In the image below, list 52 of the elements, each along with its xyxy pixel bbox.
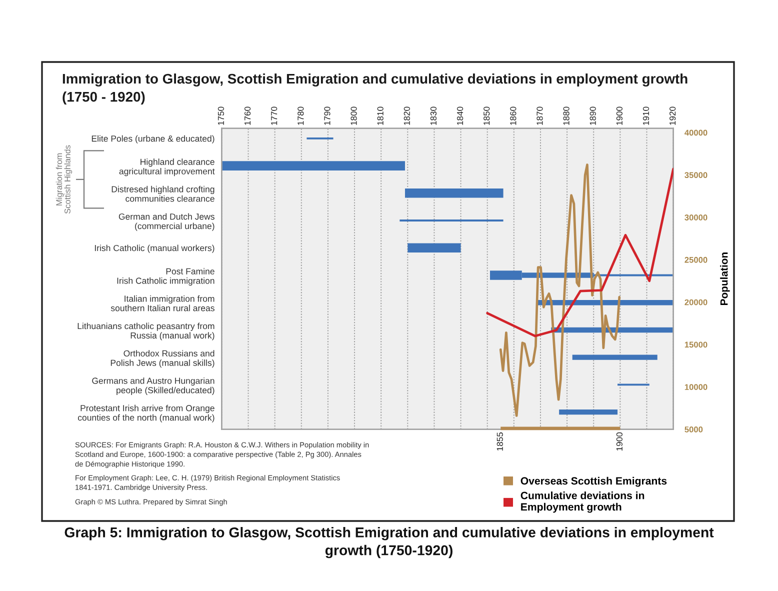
y-tick-label: Orthodox Russians and Polish Jews (manual skills)	[110, 350, 214, 368]
x-tick-label: 1810	[377, 106, 384, 125]
y-tick-label: Post Famine Irish Catholic immigration	[117, 268, 214, 286]
line-series	[499, 164, 621, 417]
y-tick-label: Elite Poles (urbane & educated)	[92, 135, 214, 144]
y-tick-label: 25000	[684, 256, 708, 263]
x-tick-label: 1850	[484, 106, 490, 125]
bar	[572, 354, 658, 360]
x-tick-label: 1770	[271, 106, 278, 125]
y-tick-label: 15000	[684, 342, 708, 348]
x-tick-label: 1900	[616, 432, 622, 451]
y-tick-label: Distresed highland crofting communities clearance	[112, 186, 214, 202]
legend-label: Cumulative deviations in Employment growth	[520, 492, 644, 513]
y-tick-label: 35000	[684, 172, 708, 178]
y-tick-label: Irish Catholic (manual workers)	[94, 244, 214, 253]
x-tick-label: 1920	[670, 106, 676, 125]
bar	[559, 409, 618, 415]
y-axis-title: Population	[720, 252, 730, 306]
x-tick-label: 1830	[430, 106, 437, 125]
bar	[408, 243, 461, 253]
x-tick-label: 1855	[496, 432, 503, 451]
y-tick-label: 40000	[684, 130, 708, 136]
x-tick-label: 1800	[350, 106, 357, 125]
x-tick-label: 1820	[404, 106, 410, 125]
bar	[404, 188, 504, 198]
text: Migration from Scottish Highlands	[56, 145, 72, 214]
x-tick-label: 1760	[244, 106, 251, 125]
line-series	[486, 168, 674, 338]
x-tick-label: 1860	[510, 106, 516, 125]
x-tick-label: 1910	[642, 106, 650, 125]
x-tick-label: 1890	[590, 106, 596, 125]
x-tick-label: 1880	[563, 106, 570, 125]
x-tick-label: 1900	[616, 106, 622, 125]
y-tick-label: Highland clearance agricultural improvement	[119, 158, 215, 176]
y-tick-label: German and Dutch Jews (commercial urbane)	[118, 213, 214, 231]
y-tick-label: Protestant Irish arrive from Orange counties of the north (manual work)	[78, 404, 214, 422]
y-tick-label: 30000	[684, 214, 708, 220]
x-tick-label: 1840	[456, 106, 464, 125]
y-tick-label: Lithuanians catholic peasantry from Russia (manual work)	[78, 322, 214, 340]
x-tick-label: 1780	[298, 106, 304, 125]
y-tick-label: 10000	[684, 384, 708, 390]
y-tick-label: Germans and Austro Hungarian people (Skilled/educated)	[92, 377, 214, 396]
y-tick-label: 20000	[684, 299, 708, 306]
y-tick-label: 5000	[684, 426, 703, 432]
x-tick-label: 1750	[218, 106, 224, 125]
bar	[222, 161, 405, 170]
x-tick-label: 1790	[324, 106, 330, 125]
y-tick-label: Italian immigration from southern Italian rural areas	[110, 295, 214, 312]
legend-label: Overseas Scottish Emigrants	[520, 476, 667, 487]
x-tick-label: 1870	[536, 106, 543, 125]
chart-title: Immigration to Glasgow, Scottish Emigration and cumulative deviations in employment growth (1750 - 1920)	[62, 73, 688, 104]
caption: Graph 5: Immigration to Glasgow, Scottish Emigration and cumulative deviations in employment growth (1750-1920)	[64, 527, 714, 558]
